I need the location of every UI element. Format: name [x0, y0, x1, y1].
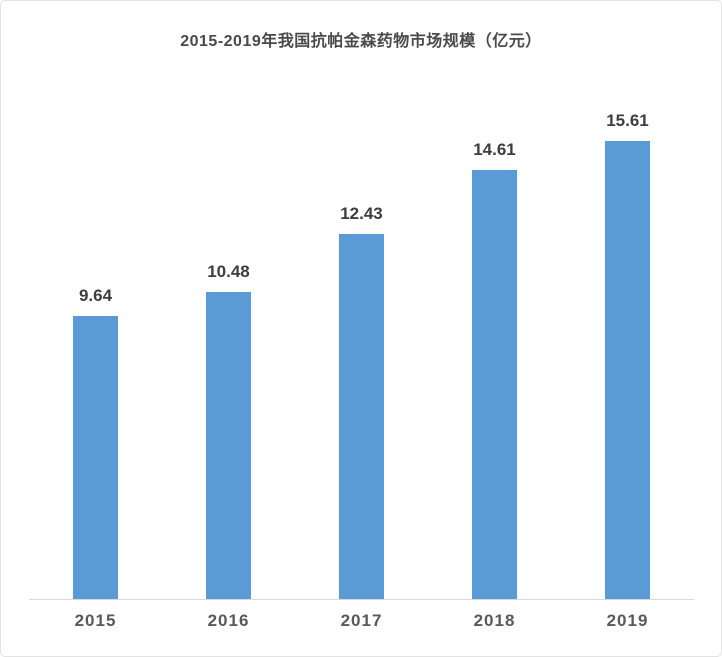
bar — [605, 141, 650, 599]
plot-area: 9.64 10.48 12.43 14.61 15.61 — [29, 1, 694, 599]
bar-group: 15.61 — [561, 111, 694, 599]
bar-group: 12.43 — [295, 204, 428, 599]
x-axis-labels: 2015 2016 2017 2018 2019 — [29, 611, 694, 631]
bar — [206, 292, 251, 599]
bar-group: 9.64 — [29, 286, 162, 599]
x-axis-line — [29, 599, 694, 600]
bar-group: 10.48 — [162, 262, 295, 599]
bar — [339, 234, 384, 599]
x-axis-label: 2018 — [473, 611, 516, 630]
bar-value-label: 14.61 — [473, 140, 516, 159]
bar-value-label: 10.48 — [207, 262, 250, 281]
chart-title: 2015-2019年我国抗帕金森药物市场规模（亿元） — [180, 33, 542, 50]
bar — [73, 316, 118, 599]
x-axis-label: 2016 — [207, 611, 250, 630]
bar-value-label: 9.64 — [78, 286, 113, 305]
bar-value-label: 15.61 — [606, 111, 649, 130]
bar — [472, 170, 517, 599]
x-axis-label: 2015 — [74, 611, 117, 630]
x-axis-label: 2017 — [340, 611, 383, 630]
bar-value-label: 12.43 — [340, 204, 383, 223]
bar-group: 14.61 — [428, 140, 561, 599]
x-axis-label: 2019 — [606, 611, 649, 630]
